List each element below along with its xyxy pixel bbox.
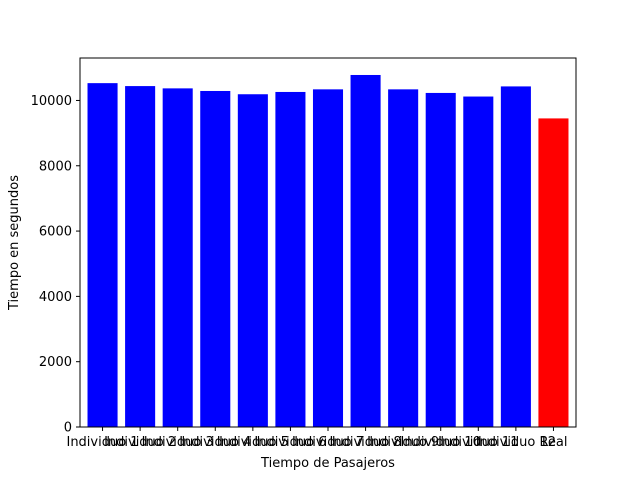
bars-layer bbox=[87, 74, 569, 428]
bar bbox=[200, 90, 231, 427]
x-tick-label: Individuo 5 bbox=[217, 435, 289, 450]
y-tick-label: 2000 bbox=[39, 355, 72, 370]
bar bbox=[500, 86, 531, 428]
x-tick-label: Individuo 3 bbox=[142, 435, 214, 450]
x-tick-label: Individuo 11 bbox=[438, 435, 518, 450]
x-tick-label: Individuo 1 bbox=[66, 435, 138, 450]
bar bbox=[162, 88, 193, 428]
x-tick-label: Individuo 12 bbox=[476, 435, 556, 450]
x-tick-label: Individuo 7 bbox=[292, 435, 364, 450]
y-tick-label: 8000 bbox=[39, 159, 72, 174]
bar bbox=[87, 83, 118, 427]
bar bbox=[237, 94, 268, 428]
y-tick-label: 6000 bbox=[39, 225, 72, 240]
x-tick-label: Individuo 6 bbox=[254, 435, 326, 450]
x-tick-label: Individuo 10 bbox=[401, 435, 481, 450]
bar bbox=[538, 118, 569, 428]
x-tick-label: Real bbox=[539, 435, 567, 450]
x-tick-label: Individuo 2 bbox=[104, 435, 176, 450]
y-tick-label: 10000 bbox=[31, 94, 72, 109]
plot-frame bbox=[79, 57, 577, 428]
bar bbox=[125, 86, 156, 427]
y-axis: 0 2000 4000 6000 8000 10000 bbox=[31, 94, 80, 436]
bar bbox=[425, 92, 456, 427]
bar bbox=[275, 91, 306, 427]
bar bbox=[463, 96, 494, 427]
bar bbox=[350, 74, 381, 427]
x-axis-label: Tiempo de Pasajeros bbox=[260, 456, 395, 471]
x-tick-label: Individuo 8 bbox=[330, 435, 402, 450]
bar bbox=[388, 89, 419, 428]
x-tick-label: Individuo 9 bbox=[367, 435, 439, 450]
y-tick-label: 0 bbox=[64, 421, 72, 436]
y-tick-label: 4000 bbox=[39, 290, 72, 305]
x-tick-label: Individuo 4 bbox=[179, 435, 251, 450]
y-axis-label: Tiempo en segundos bbox=[7, 175, 22, 311]
bar bbox=[312, 89, 344, 428]
